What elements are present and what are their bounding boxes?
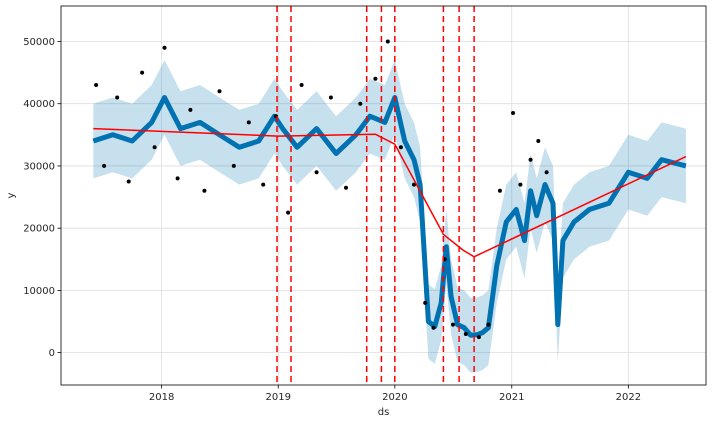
observed-point: [463, 332, 468, 336]
y-tick-label: 40000: [23, 99, 55, 110]
observed-point: [373, 76, 378, 81]
observed-point: [344, 185, 348, 190]
changepoint-lines-layer: [276, 6, 475, 385]
observed-points-layer: [94, 39, 549, 340]
observed-point: [217, 89, 222, 94]
observed-point: [536, 139, 541, 143]
observed-point: [544, 170, 549, 175]
observed-point: [314, 170, 319, 175]
observed-point: [152, 145, 157, 150]
observed-point: [328, 95, 333, 100]
observed-point: [202, 188, 207, 193]
grid-layer: [61, 6, 706, 385]
observed-point: [518, 182, 523, 187]
observed-point: [486, 322, 491, 327]
observed-point: [126, 179, 131, 184]
observed-point: [497, 188, 502, 193]
x-tick-label: 2018: [149, 392, 174, 403]
uncertainty-band-layer: [93, 60, 686, 373]
y-tick-label: 20000: [23, 224, 55, 235]
observed-point: [94, 83, 99, 87]
observed-point: [431, 325, 436, 330]
uncertainty-band: [93, 60, 686, 373]
observed-point: [162, 45, 167, 50]
observed-point: [358, 101, 363, 106]
observed-point: [188, 107, 193, 112]
plot-frame: [60, 5, 707, 386]
observed-point: [102, 163, 107, 168]
x-axis-label: ds: [378, 407, 390, 418]
x-tick-label: 2022: [616, 392, 641, 403]
x-tick-label: 2020: [382, 392, 407, 403]
observed-point: [451, 322, 455, 327]
forecast-line: [92, 95, 687, 338]
observed-point: [398, 145, 403, 150]
observed-point: [412, 182, 416, 187]
observed-point: [231, 163, 236, 168]
observed-point: [115, 95, 120, 100]
trend-line-layer: [93, 127, 687, 258]
observed-point: [476, 335, 481, 340]
observed-point: [246, 120, 251, 125]
x-tick-label: 2021: [499, 392, 524, 403]
y-tick-label: 50000: [23, 37, 55, 48]
forecast-line-layer: [92, 95, 687, 338]
observed-point: [385, 39, 390, 44]
y-axis-label: y: [6, 192, 17, 198]
observed-point: [423, 300, 428, 305]
observed-point: [175, 176, 180, 181]
y-tick-label: 0: [49, 348, 55, 359]
y-tick-label: 30000: [23, 161, 55, 172]
y-tick-label: 10000: [23, 286, 55, 297]
plot-area: [61, 6, 706, 385]
observed-point: [528, 157, 533, 162]
observed-point: [261, 182, 266, 187]
observed-point: [286, 210, 291, 215]
x-tick-label: 2019: [266, 392, 291, 403]
observed-point: [511, 111, 515, 115]
trend-line: [93, 127, 687, 258]
observed-point: [140, 70, 145, 75]
observed-point: [299, 83, 304, 87]
tick-layer: 2018 2019 2020 2021 2022 0 10000 20000 30000 4000…: [23, 37, 641, 403]
